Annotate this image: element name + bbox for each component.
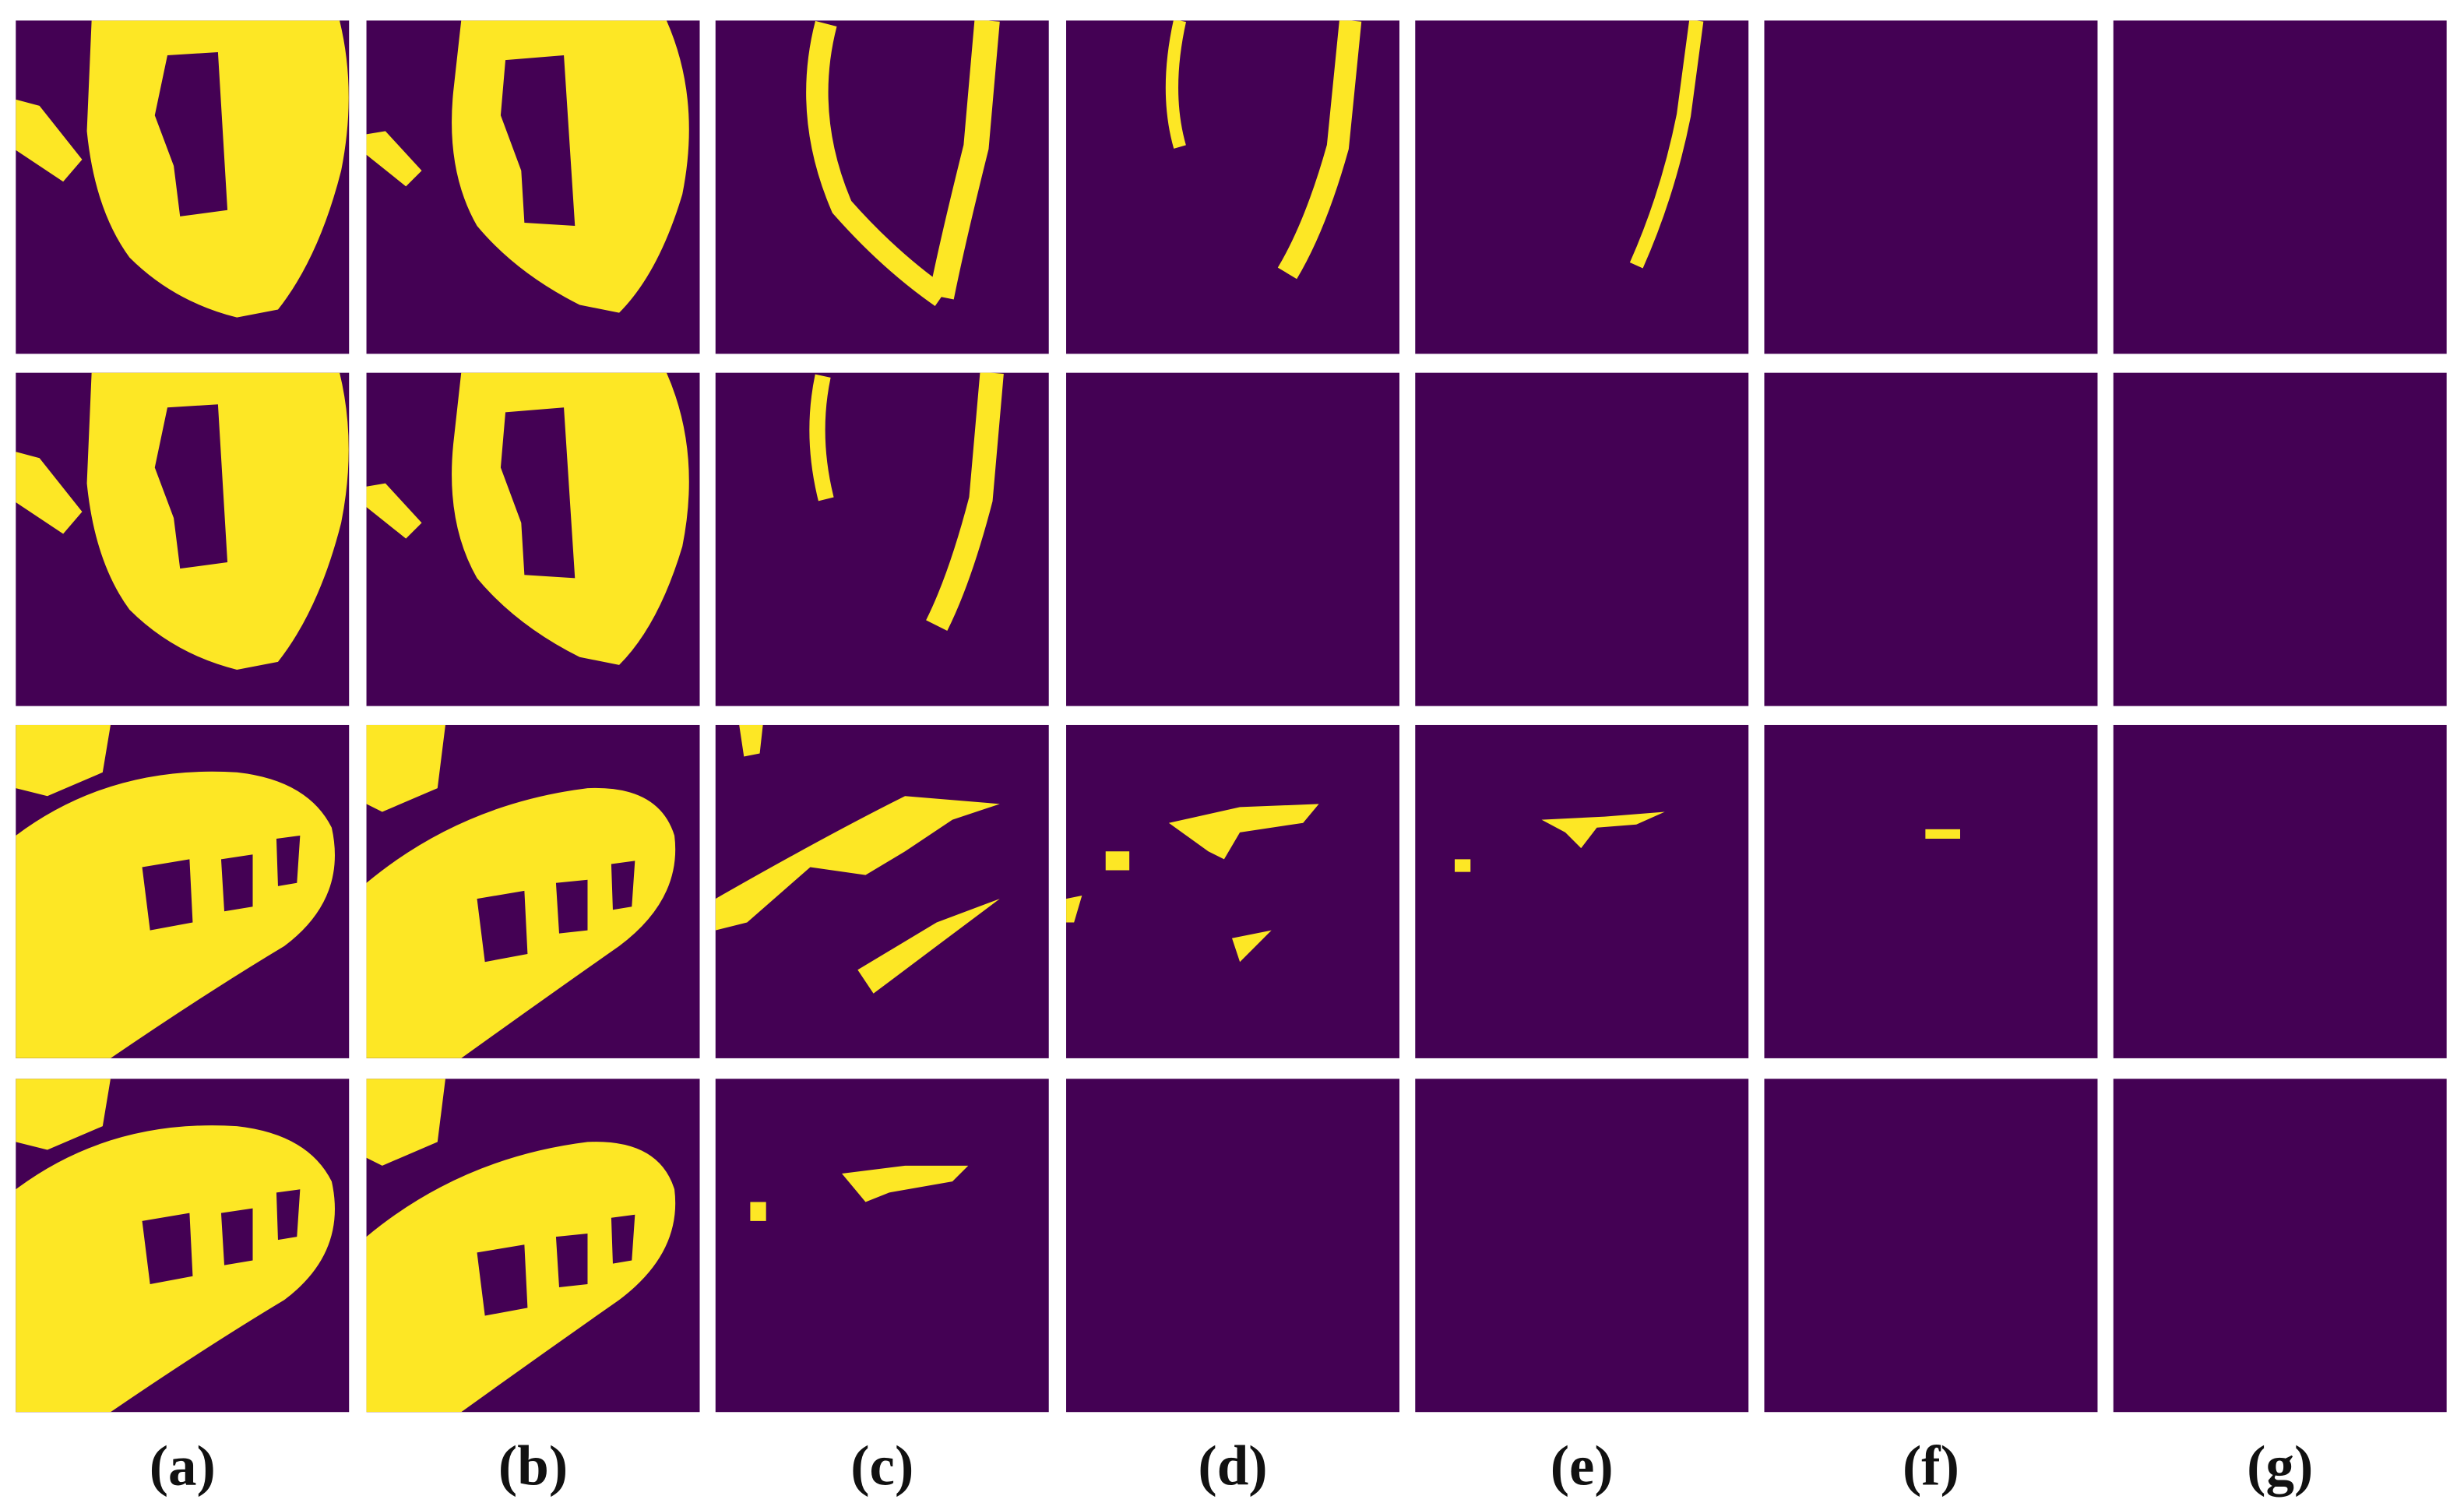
panel-background: [2113, 372, 2447, 706]
panel: [1415, 20, 1749, 354]
panel: [715, 372, 1049, 706]
panel-background: [715, 20, 1049, 354]
panel-background: [1066, 724, 1399, 1058]
panel: [1066, 724, 1399, 1058]
panel: [1764, 20, 2098, 354]
panel-label: (e): [1551, 1434, 1614, 1498]
panel: [366, 724, 700, 1058]
panel: [16, 20, 350, 354]
panel-label: (c): [850, 1434, 913, 1498]
panel: [366, 20, 700, 354]
panel: [1066, 20, 1399, 354]
panel: [2113, 724, 2447, 1058]
panel: [1415, 724, 1749, 1058]
panel: [715, 724, 1049, 1058]
panel: [2113, 20, 2447, 354]
panel: [1415, 1079, 1749, 1413]
panel: [2113, 1079, 2447, 1413]
panel: [16, 372, 350, 706]
panel: [1764, 372, 2098, 706]
panel-background: [1764, 20, 2098, 354]
panel: [1066, 1079, 1399, 1413]
panel-background: [1764, 372, 2098, 706]
panel-background: [2113, 20, 2447, 354]
panel-background: [1415, 20, 1749, 354]
panel-label: (d): [1198, 1434, 1267, 1498]
panel: [16, 1079, 350, 1413]
panel: [1066, 372, 1399, 706]
panel-label: (b): [498, 1434, 568, 1498]
panel-background: [1066, 372, 1399, 706]
panel: [366, 1079, 700, 1413]
panel-label: (g): [2247, 1434, 2313, 1498]
panel: [1764, 724, 2098, 1058]
panel: [2113, 372, 2447, 706]
panel: [715, 20, 1049, 354]
panel-label: (f): [1903, 1434, 1959, 1498]
panel-background: [1415, 372, 1749, 706]
panel: [366, 372, 700, 706]
panel-background: [1066, 1079, 1399, 1413]
panel: [1415, 372, 1749, 706]
panel-background: [715, 1079, 1049, 1413]
panel: [715, 1079, 1049, 1413]
panel-background: [1415, 1079, 1749, 1413]
panel-label: (a): [150, 1434, 216, 1498]
panel-background: [2113, 1079, 2447, 1413]
mask: [1925, 829, 1961, 839]
panel-background: [1415, 724, 1749, 1058]
panel-background: [1764, 1079, 2098, 1413]
panel: [16, 724, 350, 1058]
panel-background: [1764, 724, 2098, 1058]
panel-background: [2113, 724, 2447, 1058]
panel: [1764, 1079, 2098, 1413]
